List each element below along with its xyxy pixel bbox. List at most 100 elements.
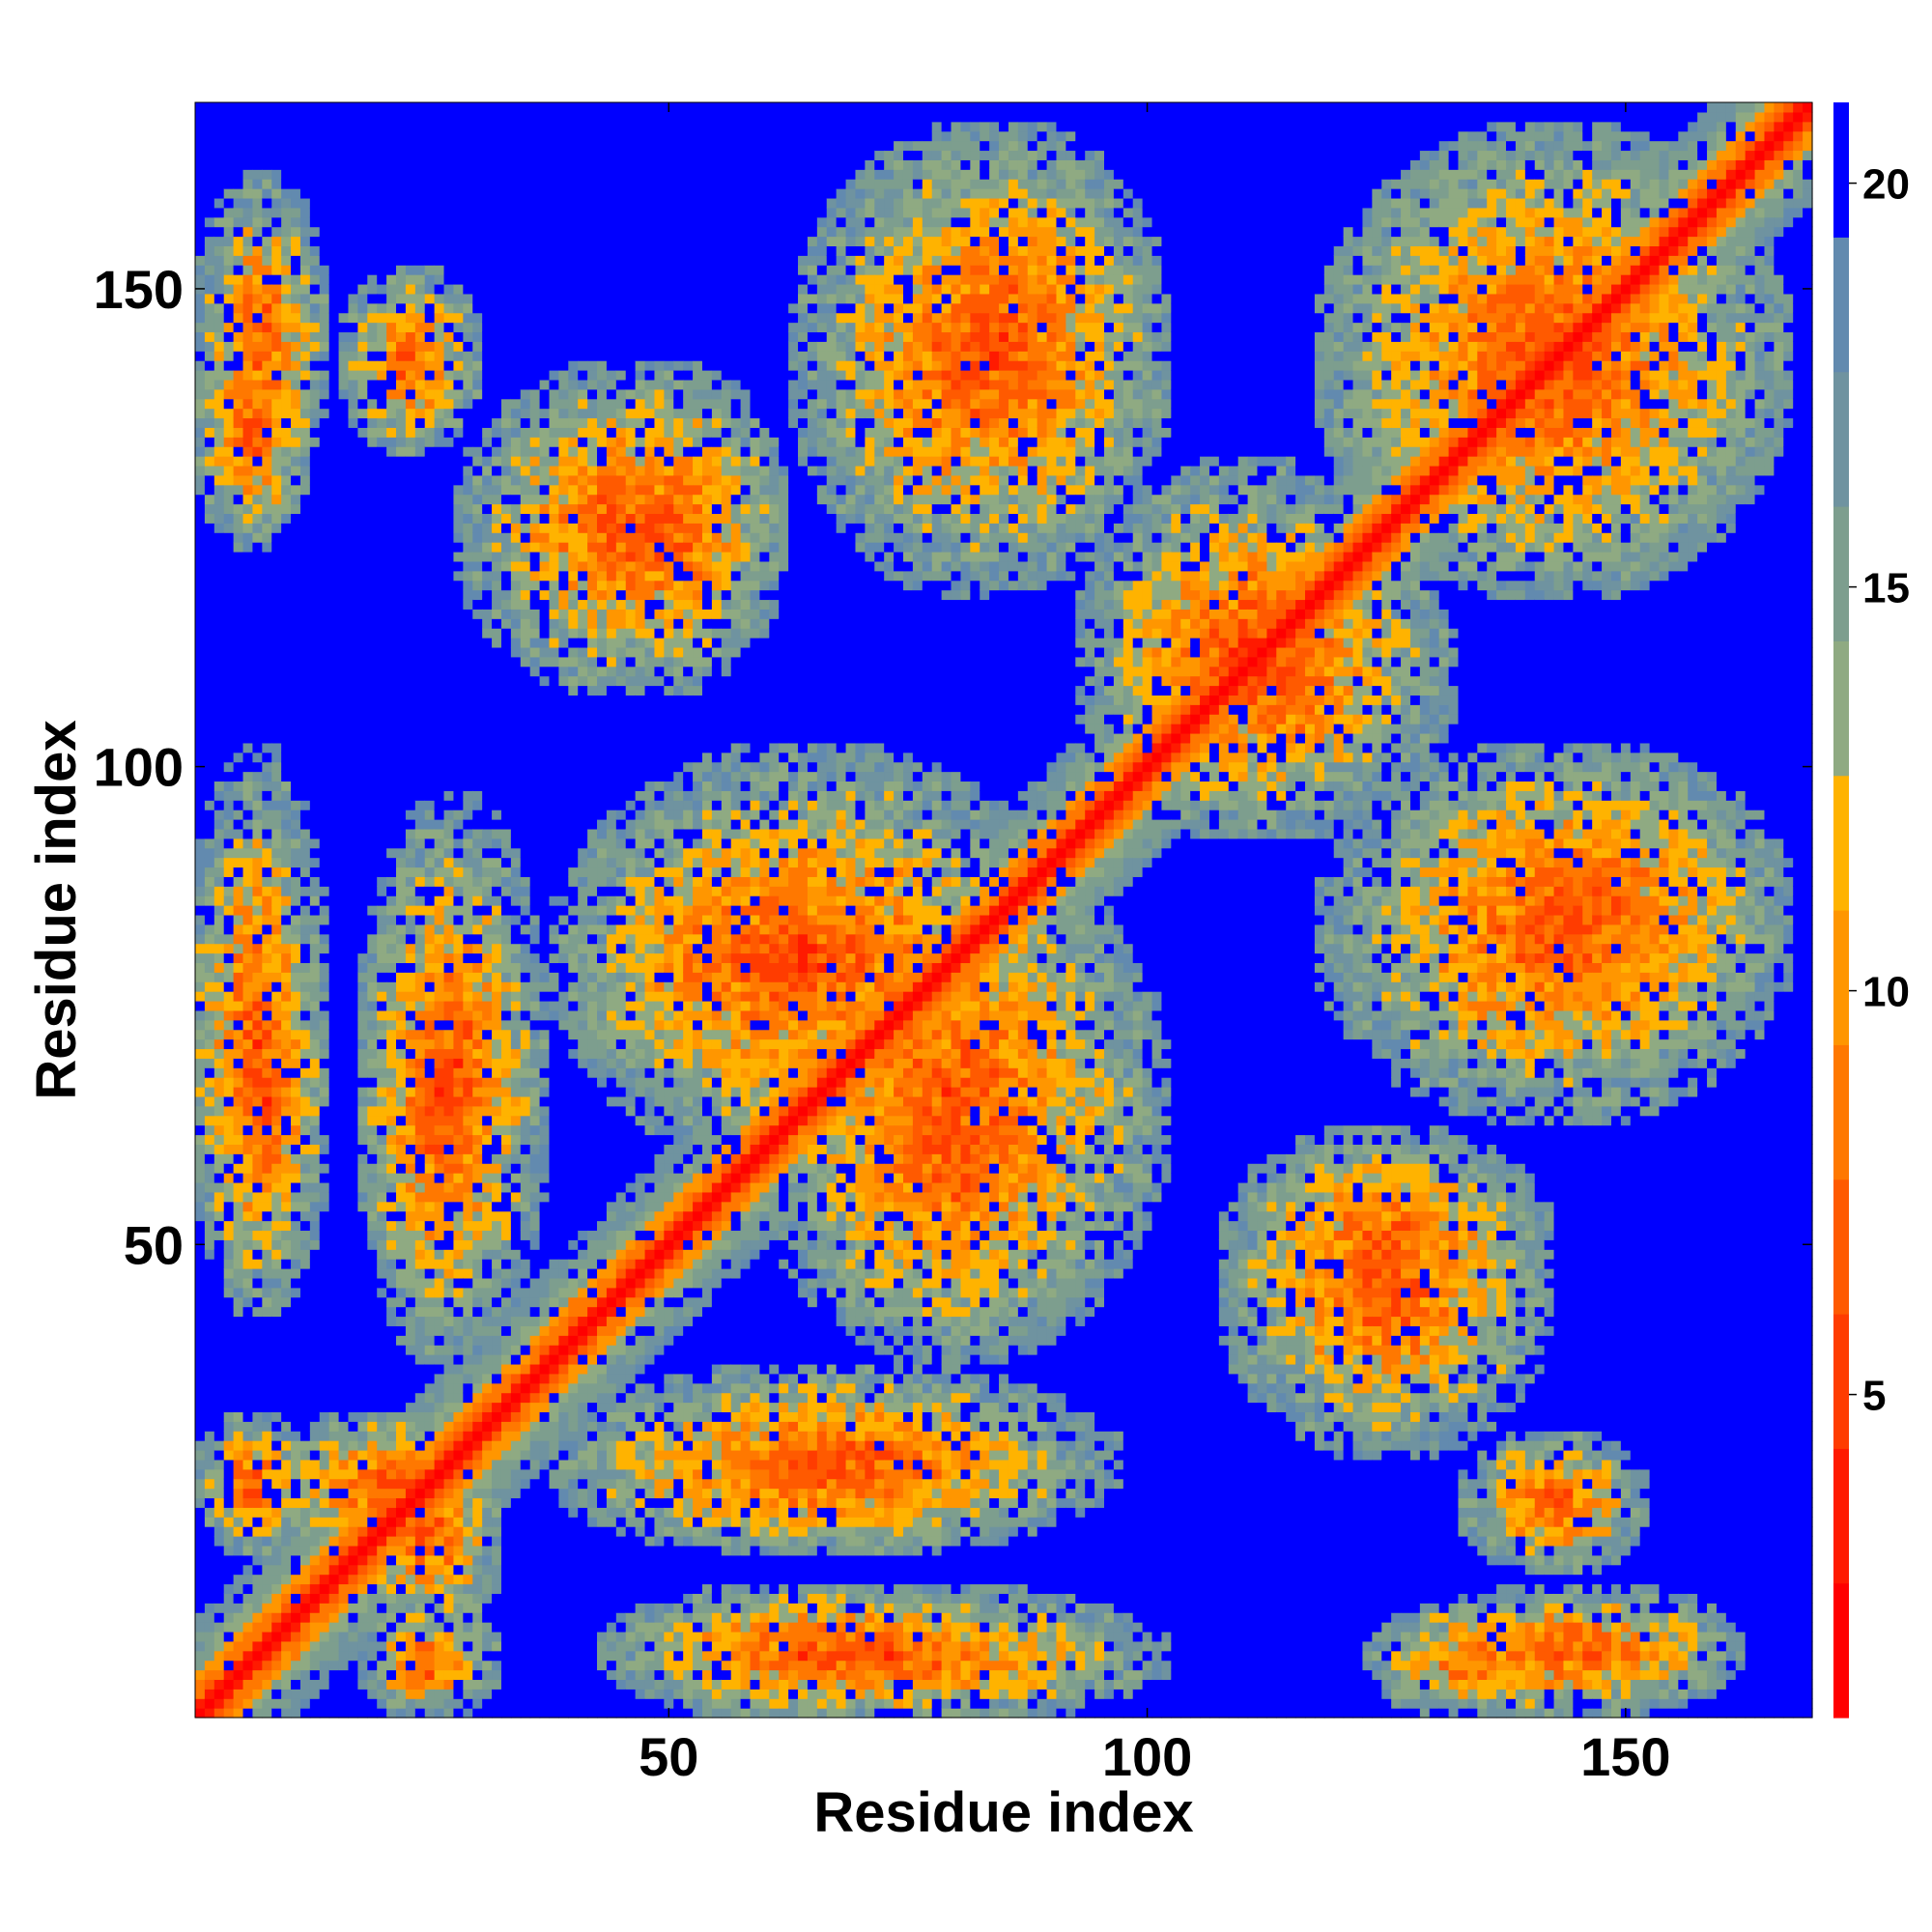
heatmap-cell [195,1431,206,1440]
heatmap-cell [234,800,244,810]
heatmap-cell [205,647,215,657]
heatmap-cell [214,409,225,418]
heatmap-cell [234,1125,244,1135]
heatmap-cell [214,895,225,905]
heatmap-cell [252,552,263,561]
heatmap-cell [214,294,225,303]
heatmap-cell [262,466,272,475]
heatmap-cell [243,1335,254,1345]
heatmap-cell [205,1517,215,1526]
heatmap-cell [214,1211,225,1221]
heatmap-cell [262,581,272,590]
heatmap-cell [262,762,272,772]
heatmap-cell [262,1354,272,1364]
heatmap-cell [243,762,254,772]
heatmap-cell [252,1440,263,1450]
heatmap-cell [243,1182,254,1192]
heatmap-cell [252,561,263,571]
heatmap-cell [205,571,215,581]
heatmap-cell [234,695,244,704]
heatmap-cell [195,1259,206,1268]
heatmap-cell [243,389,254,399]
heatmap-cell [271,1555,282,1565]
heatmap-cell [252,1067,263,1077]
heatmap-cell [271,1622,282,1632]
heatmap-cell [262,294,272,303]
heatmap-cell [262,676,272,686]
heatmap-cell [224,1517,235,1526]
heatmap-cell [262,1698,272,1708]
heatmap-cell [214,1173,225,1182]
heatmap-cell [243,504,254,514]
heatmap-cell [214,695,225,704]
heatmap-cell [243,1316,254,1325]
heatmap-cell [195,829,206,838]
heatmap-cell [195,991,206,1001]
heatmap-cell [243,1507,254,1517]
heatmap-cell [243,1249,254,1259]
heatmap-cell [252,733,263,743]
heatmap-cell [252,581,263,590]
heatmap-cell [205,838,215,848]
heatmap-cell [243,561,254,571]
heatmap-cell [243,323,254,332]
heatmap-cell [252,255,263,265]
heatmap-cell [205,1325,215,1335]
heatmap-cell [262,245,272,255]
heatmap-cell [234,1106,244,1116]
heatmap-cell [214,475,225,485]
heatmap-cell [224,781,235,790]
heatmap-cell [224,1421,235,1431]
heatmap-cell [205,1440,215,1450]
heatmap-cell [195,112,206,122]
heatmap-cell [224,1546,235,1555]
heatmap-cell [195,323,206,332]
heatmap-cell [224,714,235,724]
heatmap-cell [195,561,206,571]
heatmap-cell [243,1259,254,1268]
heatmap-cell [214,1077,225,1087]
heatmap-cell [252,217,263,227]
heatmap-cell [214,1020,225,1030]
heatmap-cell [205,523,215,532]
heatmap-cell [205,485,215,495]
heatmap-cell [224,1497,235,1507]
heatmap-cell [195,417,206,427]
heatmap-cell [262,1268,272,1278]
heatmap-cell [234,1297,244,1307]
heatmap-cell [262,953,272,963]
heatmap-cell [243,1632,254,1641]
heatmap-cell [234,838,244,848]
heatmap-cell [205,953,215,963]
heatmap-cell [252,141,263,151]
heatmap-cell [234,427,244,437]
heatmap-cell [271,1661,282,1670]
heatmap-cell [205,790,215,800]
heatmap-cell [243,552,254,561]
heatmap-cell [252,1288,263,1297]
heatmap-cell [243,1708,254,1718]
heatmap-cell [234,1546,244,1555]
heatmap-cell [234,848,244,858]
heatmap-cell [224,1450,235,1460]
heatmap-cell [243,141,254,151]
heatmap-cell [224,131,235,141]
heatmap-cell [214,714,225,724]
heatmap-cell [195,504,206,514]
heatmap-cell [243,227,254,237]
heatmap-cell [195,1192,206,1202]
heatmap-cell [243,657,254,667]
heatmap-cell [262,638,272,647]
heatmap-cell [234,991,244,1001]
heatmap-cell [224,895,235,905]
heatmap-cell [214,609,225,618]
heatmap-cell [234,1325,244,1335]
heatmap-cell [243,102,254,112]
heatmap-cell [224,790,235,800]
heatmap-cell [195,1316,206,1325]
heatmap-cell [243,1077,254,1087]
heatmap-cell [195,858,206,867]
heatmap-cell [195,676,206,686]
heatmap-cell [205,1565,215,1575]
heatmap-cell [262,905,272,915]
